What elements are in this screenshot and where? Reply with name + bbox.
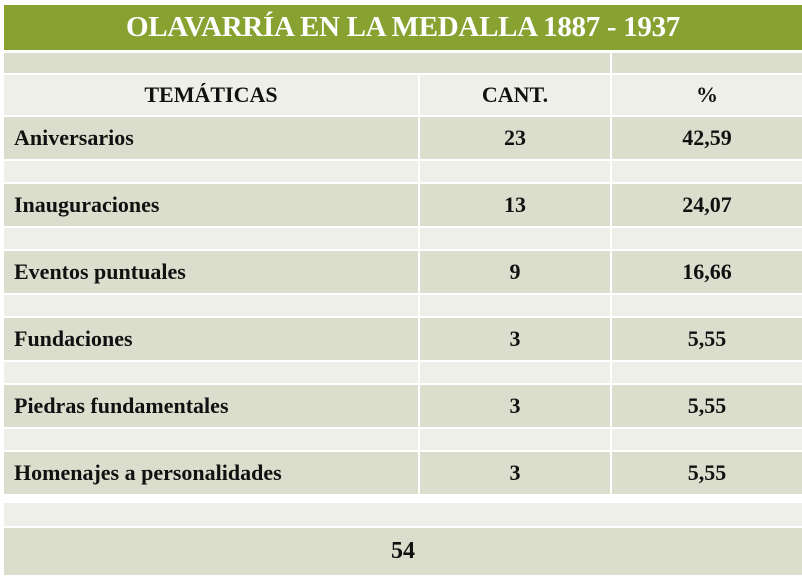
spacer-cell bbox=[4, 295, 418, 316]
spacer-row bbox=[4, 228, 802, 249]
tematica-cell: Inauguraciones bbox=[4, 184, 418, 226]
cant-cell: 13 bbox=[420, 184, 610, 226]
cant-cell: 3 bbox=[420, 385, 610, 427]
tematica-cell: Fundaciones bbox=[4, 318, 418, 360]
tematica-cell: Homenajes a personalidades bbox=[4, 452, 418, 494]
header-row: TEMÁTICAS CANT. % bbox=[4, 75, 802, 115]
spacer-cell bbox=[612, 429, 802, 450]
cant-cell: 3 bbox=[420, 452, 610, 494]
total-row: 54 bbox=[4, 528, 802, 575]
spacer-row bbox=[4, 429, 802, 450]
spacer-cell bbox=[420, 228, 610, 249]
percent-cell: 5,55 bbox=[612, 318, 802, 360]
header-cant: CANT. bbox=[420, 75, 610, 115]
percent-cell: 42,59 bbox=[612, 117, 802, 159]
spacer-cell bbox=[4, 429, 418, 450]
header-tematicas: TEMÁTICAS bbox=[4, 75, 418, 115]
spacer-cell bbox=[420, 295, 610, 316]
spacer-cell bbox=[612, 295, 802, 316]
table-row: Aniversarios 23 42,59 bbox=[4, 117, 802, 159]
spacer-cell bbox=[420, 429, 610, 450]
spacer-row bbox=[4, 161, 802, 182]
blank-row bbox=[4, 53, 802, 73]
spacer-row bbox=[4, 362, 802, 383]
tematica-cell: Eventos puntuales bbox=[4, 251, 418, 293]
spacer-row bbox=[4, 503, 802, 526]
spacer-cell bbox=[4, 362, 418, 383]
table-row: Eventos puntuales 9 16,66 bbox=[4, 251, 802, 293]
spacer-cell bbox=[4, 228, 418, 249]
blank-cell bbox=[4, 53, 610, 73]
header-percent: % bbox=[612, 75, 802, 115]
table-row: Inauguraciones 13 24,07 bbox=[4, 184, 802, 226]
percent-cell: 24,07 bbox=[612, 184, 802, 226]
spacer-cell bbox=[612, 362, 802, 383]
tematica-cell: Aniversarios bbox=[4, 117, 418, 159]
cant-cell: 9 bbox=[420, 251, 610, 293]
percent-cell: 5,55 bbox=[612, 452, 802, 494]
percent-cell: 5,55 bbox=[612, 385, 802, 427]
percent-cell: 16,66 bbox=[612, 251, 802, 293]
spacer-row bbox=[4, 295, 802, 316]
blank-cell bbox=[612, 53, 802, 73]
total-value: 54 bbox=[4, 528, 802, 575]
tematica-cell: Piedras fundamentales bbox=[4, 385, 418, 427]
spacer-cell bbox=[612, 228, 802, 249]
cant-cell: 3 bbox=[420, 318, 610, 360]
spacer-cell bbox=[420, 362, 610, 383]
table-row: Homenajes a personalidades 3 5,55 bbox=[4, 452, 802, 494]
spacer-cell bbox=[4, 161, 418, 182]
spacer-cell bbox=[420, 161, 610, 182]
cant-cell: 23 bbox=[420, 117, 610, 159]
table-title: OLAVARRÍA EN LA MEDALLA 1887 - 1937 bbox=[4, 5, 802, 50]
table-row: Piedras fundamentales 3 5,55 bbox=[4, 385, 802, 427]
table-row: Fundaciones 3 5,55 bbox=[4, 318, 802, 360]
spacer-cell bbox=[4, 503, 802, 526]
spacer-cell bbox=[612, 161, 802, 182]
